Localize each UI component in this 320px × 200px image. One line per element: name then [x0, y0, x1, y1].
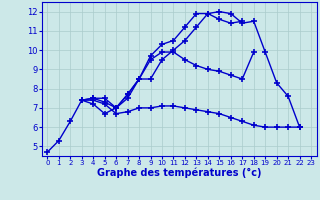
X-axis label: Graphe des températures (°c): Graphe des températures (°c)	[97, 168, 261, 178]
